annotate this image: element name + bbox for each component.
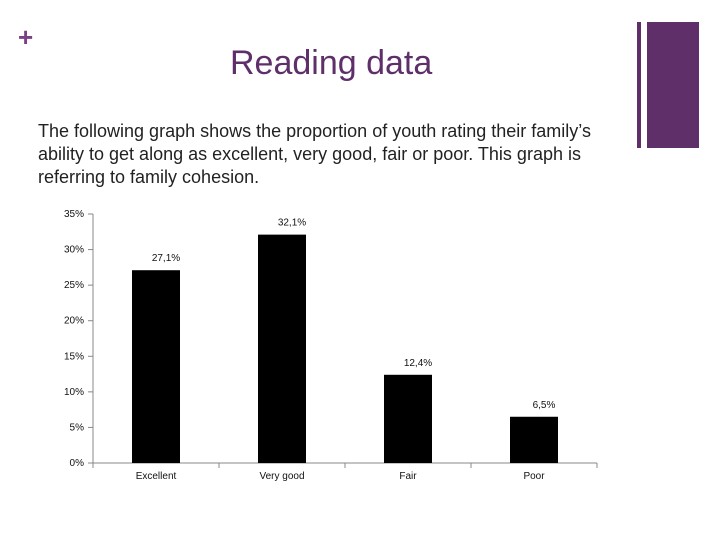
category-label: Fair [399,471,417,482]
bar [258,234,306,463]
data-label: 6,5% [533,400,556,411]
category-label: Excellent [136,471,177,482]
y-tick-label: 5% [70,422,85,433]
data-label: 12,4% [404,358,432,369]
y-tick-label: 30% [64,245,84,256]
y-tick-label: 15% [64,351,84,362]
bar [132,270,180,463]
data-label: 27,1% [152,253,180,264]
page-title: Reading data [230,44,433,82]
y-tick-label: 20% [64,316,84,327]
decorative-stripe [637,22,641,148]
category-label: Very good [259,471,304,482]
category-label: Poor [523,471,545,482]
decorative-block [647,22,699,148]
data-label: 32,1% [278,218,306,229]
y-tick-label: 0% [70,458,85,469]
bar [384,374,432,463]
y-tick-label: 10% [64,387,84,398]
plus-icon: + [18,22,34,52]
bar [510,416,558,463]
description-text: The following graph shows the proportion… [38,121,591,187]
y-tick-label: 25% [64,280,84,291]
y-tick-label: 35% [64,209,84,220]
